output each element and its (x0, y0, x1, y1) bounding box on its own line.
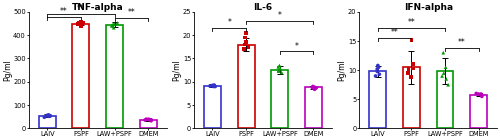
Text: **: ** (408, 18, 416, 27)
Bar (72, 24, 90, 128)
Point (477, 94, 485, 96)
Point (275, 69, 283, 71)
Point (145, 118, 153, 121)
Y-axis label: Pg/ml: Pg/ml (3, 59, 12, 81)
Text: *: * (228, 18, 231, 27)
Point (404, 72, 412, 74)
Title: IFN-alpha: IFN-alpha (404, 3, 453, 12)
Point (79, 21, 87, 24)
Point (208, 84, 216, 87)
Bar (403, 67, 420, 128)
Point (374, 66, 382, 68)
Point (274, 70, 282, 72)
Title: IL-6: IL-6 (254, 3, 272, 12)
Point (310, 88, 318, 90)
Point (440, 72, 448, 74)
Point (109, 23, 117, 25)
Point (374, 64, 382, 67)
Point (474, 93, 482, 95)
Point (376, 73, 384, 75)
Point (110, 27, 118, 29)
Point (404, 68, 412, 70)
Point (144, 118, 152, 121)
Point (241, 43, 249, 46)
Y-axis label: Pg/ml: Pg/ml (338, 59, 346, 81)
Point (147, 119, 155, 121)
Point (408, 39, 416, 41)
Point (276, 64, 283, 67)
Point (242, 36, 250, 39)
Point (208, 84, 216, 87)
Point (444, 84, 452, 86)
Point (242, 32, 250, 34)
Title: TNF-alpha: TNF-alpha (72, 3, 124, 12)
Bar (204, 86, 221, 128)
Point (242, 41, 250, 43)
Point (477, 93, 485, 95)
Point (407, 76, 415, 78)
Text: **: ** (128, 8, 135, 18)
Bar (140, 120, 156, 128)
Point (110, 23, 118, 25)
Point (409, 63, 417, 65)
Text: *: * (278, 11, 281, 20)
Point (211, 85, 219, 88)
Point (44, 114, 52, 116)
Y-axis label: Pg/ml: Pg/ml (172, 59, 182, 81)
Point (108, 24, 116, 26)
Point (40, 116, 48, 118)
Point (442, 78, 450, 80)
Bar (370, 71, 386, 128)
Point (108, 25, 116, 27)
Point (309, 86, 317, 88)
Point (77, 21, 85, 23)
Point (312, 87, 320, 89)
Bar (272, 70, 288, 128)
Point (210, 85, 218, 88)
Point (373, 68, 381, 70)
Point (77, 25, 85, 27)
Bar (238, 45, 254, 128)
Point (472, 92, 480, 95)
Point (276, 68, 284, 70)
Text: *: * (294, 42, 298, 51)
Point (442, 66, 450, 68)
Point (76, 22, 84, 24)
Point (46, 115, 54, 117)
Point (147, 120, 155, 122)
Point (311, 86, 319, 88)
Point (114, 22, 122, 24)
Bar (305, 87, 322, 128)
Point (478, 95, 486, 97)
Bar (39, 116, 56, 128)
Point (309, 85, 317, 88)
Bar (106, 25, 123, 128)
Point (142, 118, 150, 120)
Point (440, 52, 448, 54)
Point (478, 94, 486, 96)
Bar (436, 71, 454, 128)
Bar (470, 95, 487, 128)
Point (78, 22, 86, 25)
Point (274, 66, 282, 68)
Point (43, 115, 51, 117)
Text: **: ** (60, 7, 68, 16)
Text: **: ** (458, 38, 466, 47)
Point (278, 71, 285, 74)
Point (373, 70, 381, 72)
Point (308, 87, 316, 89)
Point (141, 119, 149, 121)
Point (372, 75, 380, 77)
Point (44, 114, 52, 116)
Point (45, 115, 53, 117)
Text: **: ** (77, 4, 85, 13)
Point (408, 67, 416, 70)
Point (206, 85, 214, 87)
Point (74, 23, 82, 25)
Text: **: ** (390, 28, 398, 37)
Point (240, 48, 248, 50)
Point (244, 46, 252, 48)
Point (210, 84, 218, 86)
Point (438, 75, 446, 77)
